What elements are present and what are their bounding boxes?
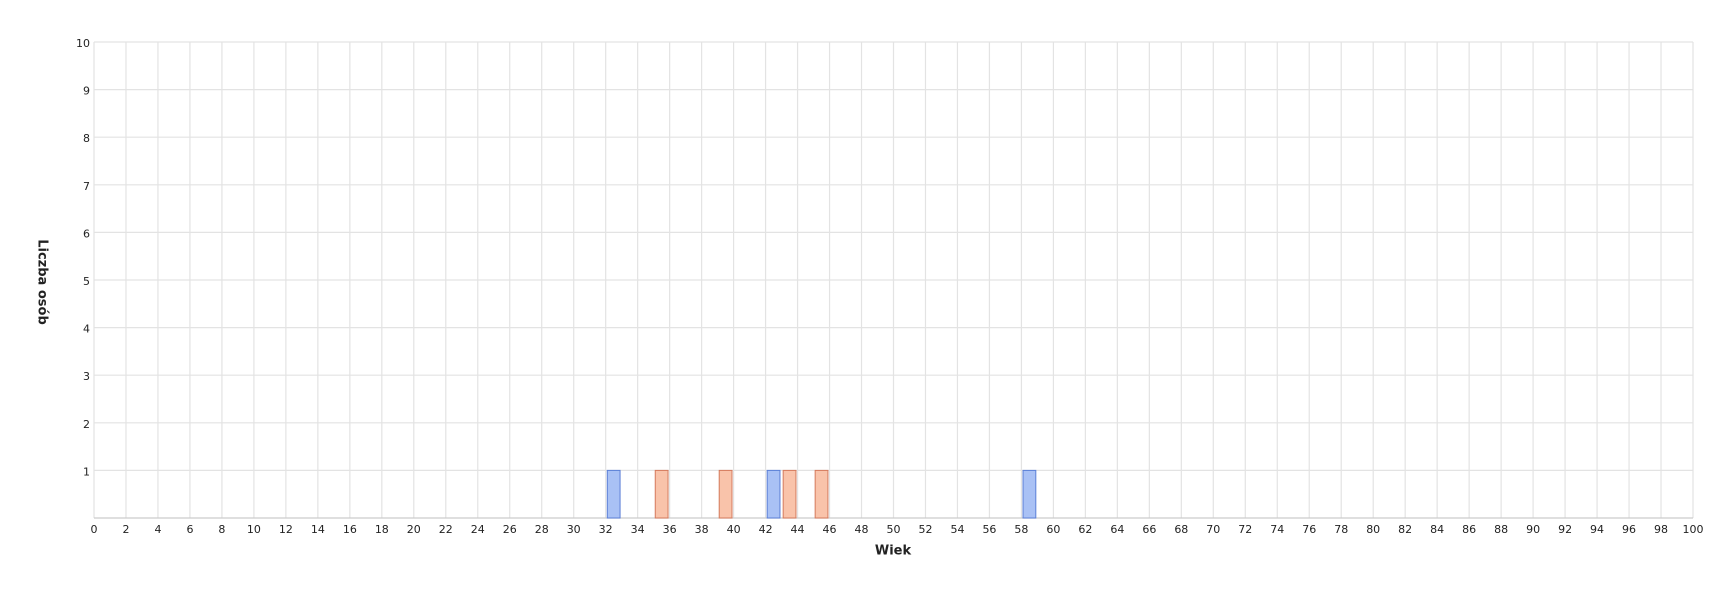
x-axis-title: Wiek: [875, 544, 912, 559]
y-axis-title: Liczba osób: [35, 239, 50, 325]
x-tick-label: 48: [855, 523, 869, 536]
x-tick-label: 74: [1270, 523, 1284, 536]
bar: [782, 469, 797, 519]
x-tick-label: 66: [1142, 523, 1156, 536]
x-tick-label: 30: [567, 523, 581, 536]
x-tick-label: 62: [1078, 523, 1092, 536]
x-tick-label: 98: [1654, 523, 1668, 536]
x-tick-label: 76: [1302, 523, 1316, 536]
x-tick-label: 20: [407, 523, 421, 536]
x-tick-label: 12: [279, 523, 293, 536]
x-tick-label: 100: [1683, 523, 1704, 536]
x-tick-label: 10: [247, 523, 261, 536]
x-tick-label: 8: [218, 523, 225, 536]
x-tick-label: 78: [1334, 523, 1348, 536]
x-tick-label: 96: [1622, 523, 1636, 536]
x-tick-label: 22: [439, 523, 453, 536]
x-tick-label: 16: [343, 523, 357, 536]
x-tick-label: 82: [1398, 523, 1412, 536]
x-tick-label: 46: [823, 523, 837, 536]
x-tick-label: 90: [1526, 523, 1540, 536]
bar: [718, 469, 733, 519]
x-tick-label: 6: [186, 523, 193, 536]
x-tick-label: 70: [1206, 523, 1220, 536]
x-tick-label: 40: [727, 523, 741, 536]
y-tick-label: 9: [83, 85, 90, 98]
x-tick-label: 28: [535, 523, 549, 536]
x-tick-label: 88: [1494, 523, 1508, 536]
x-tick-label: 14: [311, 523, 325, 536]
y-tick-label: 8: [83, 132, 90, 145]
x-tick-label: 92: [1558, 523, 1572, 536]
x-tick-label: 86: [1462, 523, 1476, 536]
y-tick-label: 2: [83, 418, 90, 431]
y-tick-label: 6: [83, 227, 90, 240]
x-tick-label: 34: [631, 523, 645, 536]
bar: [654, 469, 669, 519]
x-tick-label: 58: [1014, 523, 1028, 536]
x-tick-label: 64: [1110, 523, 1124, 536]
x-tick-label: 44: [791, 523, 805, 536]
y-tick-label: 10: [76, 37, 90, 50]
bar: [766, 469, 781, 519]
bar: [606, 469, 621, 519]
x-tick-label: 50: [887, 523, 901, 536]
x-tick-label: 68: [1174, 523, 1188, 536]
x-tick-label: 72: [1238, 523, 1252, 536]
x-tick-label: 84: [1430, 523, 1444, 536]
x-tick-label: 2: [122, 523, 129, 536]
x-tick-label: 24: [471, 523, 485, 536]
y-tick-label: 5: [83, 275, 90, 288]
x-tick-label: 94: [1590, 523, 1604, 536]
x-tick-label: 52: [918, 523, 932, 536]
x-tick-label: 60: [1046, 523, 1060, 536]
y-tick-label: 7: [83, 180, 90, 193]
bar: [1022, 469, 1037, 519]
x-tick-label: 56: [982, 523, 996, 536]
x-tick-label: 32: [599, 523, 613, 536]
y-tick-label: 4: [83, 323, 90, 336]
x-tick-label: 38: [695, 523, 709, 536]
x-tick-label: 0: [91, 523, 98, 536]
y-tick-label: 3: [83, 370, 90, 383]
bar: [814, 469, 829, 519]
x-tick-label: 54: [950, 523, 964, 536]
x-tick-label: 4: [154, 523, 161, 536]
x-tick-label: 42: [759, 523, 773, 536]
y-tick-label: 1: [83, 465, 90, 478]
x-tick-label: 26: [503, 523, 517, 536]
x-tick-label: 36: [663, 523, 677, 536]
x-tick-label: 18: [375, 523, 389, 536]
x-tick-label: 80: [1366, 523, 1380, 536]
